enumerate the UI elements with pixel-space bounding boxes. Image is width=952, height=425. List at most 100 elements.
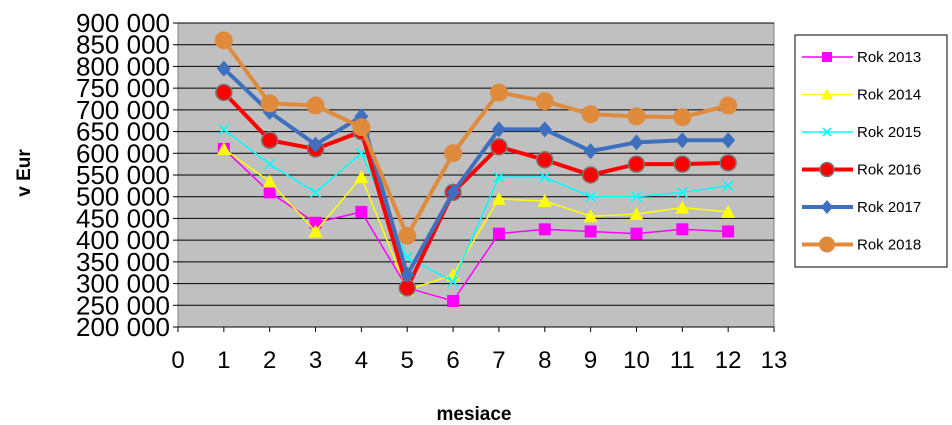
y-tick-label: 400 000 (76, 225, 170, 255)
x-tick-label: 4 (355, 347, 368, 374)
series (216, 141, 736, 297)
data-point (260, 94, 279, 113)
data-point (493, 171, 505, 183)
y-tick-label: 700 000 (76, 95, 170, 125)
legend-box (794, 34, 948, 268)
y-axis-title: v Eur (14, 149, 35, 197)
series (214, 31, 738, 245)
data-point (262, 174, 277, 188)
legend-item: Rok 2017 (802, 199, 921, 216)
data-point (629, 134, 644, 151)
data-point (447, 275, 459, 287)
y-tick-label: 500 000 (76, 182, 170, 212)
legend-label: Rok 2016 (857, 162, 921, 179)
data-point (630, 227, 643, 240)
data-point (581, 105, 600, 124)
data-point (537, 121, 552, 138)
y-tick-label: 550 000 (76, 160, 170, 190)
data-point (538, 223, 551, 236)
data-point (721, 204, 736, 218)
data-point (721, 132, 736, 149)
data-point (673, 108, 692, 127)
y-tick-label: 300 000 (76, 269, 170, 299)
data-point (218, 123, 230, 135)
data-point (491, 121, 506, 138)
data-point (354, 170, 369, 184)
series-line (223, 148, 729, 292)
data-point (627, 155, 646, 173)
y-tick-label: 250 000 (76, 290, 170, 320)
data-point (539, 171, 551, 183)
data-point (263, 186, 276, 199)
legend-label: Rok 2014 (857, 87, 921, 104)
series-line (223, 128, 729, 283)
y-tick-label: 850 000 (76, 30, 170, 60)
x-tick-label: 6 (446, 347, 459, 374)
x-tick-label: 3 (309, 347, 322, 374)
data-point (673, 155, 692, 173)
data-point (352, 118, 371, 137)
x-tick-label: 2 (263, 347, 276, 374)
x-tick-label: 5 (401, 347, 414, 374)
x-axis-ticks: 0 1 2 3 4 5 6 7 8 9 10 11 12 13 (171, 327, 787, 374)
series-line (223, 148, 729, 302)
data-point (719, 154, 737, 172)
series-line (222, 67, 729, 281)
legend-item: Rok 2018 (802, 236, 921, 254)
data-point (819, 161, 835, 178)
data-point (264, 158, 276, 170)
data-point (821, 200, 833, 214)
data-point (216, 60, 231, 77)
data-point (676, 223, 689, 236)
y-tick-label: 650 000 (76, 117, 170, 147)
data-point (308, 136, 323, 153)
data-point (214, 31, 233, 50)
data-point (583, 209, 598, 223)
series (215, 83, 737, 297)
data-point (627, 107, 646, 126)
y-tick-label: 900 000 (76, 8, 170, 38)
x-tick-label: 8 (538, 347, 551, 374)
legend-item: Rok 2014 (802, 87, 921, 104)
data-point (722, 180, 734, 192)
data-point (676, 186, 688, 198)
data-point (629, 207, 644, 221)
data-point (306, 96, 325, 115)
data-point (537, 194, 552, 208)
x-tick-label: 13 (761, 347, 788, 374)
data-point (581, 166, 600, 184)
series (218, 123, 734, 287)
data-point (355, 205, 368, 218)
y-tick-label: 200 000 (76, 312, 170, 342)
legend-item: Rok 2016 (802, 162, 921, 179)
data-point (630, 191, 643, 203)
x-axis-title: mesiace (436, 404, 511, 425)
y-tick-label: 750 000 (76, 73, 170, 103)
data-point (585, 191, 597, 203)
data-point (722, 225, 735, 238)
data-point (491, 191, 506, 205)
data-point (583, 143, 598, 160)
legend-label: Rok 2013 (857, 49, 921, 66)
x-tick-label: 12 (715, 347, 742, 374)
data-point (492, 227, 505, 240)
data-point (446, 184, 461, 201)
data-point (822, 52, 832, 62)
x-tick-label: 10 (623, 347, 650, 374)
data-point (819, 236, 835, 253)
data-point (584, 225, 597, 238)
legend-item: Rok 2013 (802, 49, 921, 66)
legend-label: Rok 2015 (857, 124, 921, 141)
data-point (400, 266, 415, 283)
gridlines (178, 22, 774, 328)
data-point (444, 144, 463, 163)
data-point (215, 83, 233, 102)
data-point (489, 83, 508, 102)
x-tick-label: 11 (670, 347, 695, 374)
data-point (821, 88, 833, 100)
series-lines (214, 31, 738, 307)
data-point (675, 132, 690, 149)
legend: Rok 2013 Rok 2014 Rok 2015 Rok 2016 Rok 2017… (794, 34, 948, 268)
